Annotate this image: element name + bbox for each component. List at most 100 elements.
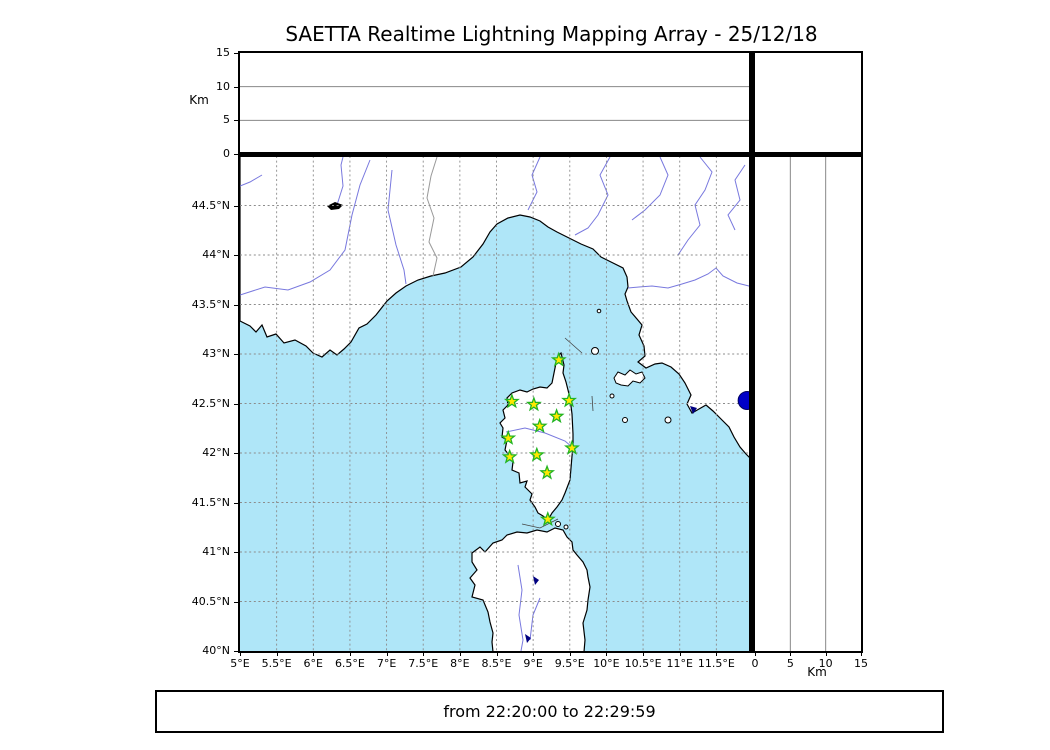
rivers xyxy=(240,156,753,651)
axis-tick xyxy=(606,653,608,656)
altitude-tick-label-bottom: 0 xyxy=(751,657,759,670)
station-marker xyxy=(503,393,520,409)
altitude-axis-label-right: Km xyxy=(807,665,827,679)
altitude-latitude-panel xyxy=(753,154,863,653)
island-elba xyxy=(613,369,646,387)
lat-tick-label: 44.5°N xyxy=(191,198,230,212)
axis-tick xyxy=(234,120,238,122)
geographic-map xyxy=(240,156,753,651)
axis-tick xyxy=(386,653,388,656)
altitude-tick-label-bottom: 15 xyxy=(854,657,868,670)
contour-marks xyxy=(521,337,594,529)
station-marker xyxy=(539,464,556,480)
island-maddalena xyxy=(555,521,561,527)
axis-tick xyxy=(234,53,238,54)
lat-tick-label: 44°N xyxy=(202,248,230,261)
axis-tick xyxy=(825,653,827,656)
station-marker xyxy=(501,448,518,464)
axis-tick xyxy=(234,304,238,306)
axis-tick xyxy=(716,653,718,656)
time-range-text: from 22:20:00 to 22:29:59 xyxy=(443,702,656,721)
altitude-axis-label-left: Km xyxy=(189,93,209,107)
coastline-sardinia xyxy=(469,527,591,651)
lat-tick-label: 40.5°N xyxy=(191,594,230,608)
lat-tick-label: 41.5°N xyxy=(191,495,230,509)
island-montecristo xyxy=(622,417,628,423)
axis-tick xyxy=(679,653,681,656)
lon-tick-label: 9°E xyxy=(523,657,543,670)
time-range-bar: from 22:20:00 to 22:29:59 xyxy=(155,690,944,733)
lon-tick-label: 8°E xyxy=(450,657,470,670)
axis-tick xyxy=(234,403,238,405)
axis-tick xyxy=(234,552,238,553)
thick-divider-vertical xyxy=(749,51,754,653)
island-giglio xyxy=(664,416,672,424)
altitude-tick-label-left: 5 xyxy=(223,113,230,127)
lat-tick-label: 40°N xyxy=(202,644,230,657)
lon-tick-label: 5°E xyxy=(230,657,250,670)
lat-tick-label: 43.5°N xyxy=(191,297,230,311)
axis-tick xyxy=(234,601,238,603)
station-marker xyxy=(564,439,580,455)
station-marker xyxy=(525,396,542,412)
station-marker xyxy=(500,429,517,445)
island-capraia xyxy=(591,347,599,355)
axis-tick xyxy=(496,653,498,656)
axis-tick xyxy=(240,653,241,656)
axis-tick xyxy=(234,86,238,88)
altitude-longitude-panel xyxy=(238,51,755,156)
thick-divider-horizontal xyxy=(238,152,863,157)
coastline-mainland xyxy=(240,156,753,462)
station-marker xyxy=(548,407,565,424)
axis-tick xyxy=(234,205,238,207)
axis-tick xyxy=(423,653,425,656)
lake-black xyxy=(327,202,343,210)
lon-tick-label: 11°E xyxy=(666,657,693,670)
axis-tick xyxy=(234,651,238,652)
axis-tick xyxy=(234,502,238,504)
altitude-tick-label-bottom: 10 xyxy=(818,657,833,670)
station-marker xyxy=(539,510,556,527)
station-marker xyxy=(550,351,567,367)
axis-tick xyxy=(755,653,756,656)
axis-tick xyxy=(861,653,862,656)
altitude-tick-label-left: 10 xyxy=(216,79,230,93)
altitude-tick-label-bottom: 5 xyxy=(786,657,794,670)
lon-tick-label: 7.5°E xyxy=(408,657,439,670)
axis-tick xyxy=(234,354,238,355)
axis-tick xyxy=(643,653,645,656)
lon-tick-label: 8.5°E xyxy=(481,657,512,670)
station-marker xyxy=(561,392,578,408)
axis-tick xyxy=(459,653,461,656)
axis-tick xyxy=(234,453,238,454)
lat-tick-label: 43°N xyxy=(202,347,230,360)
lon-tick-label: 11.5°E xyxy=(697,657,735,670)
lon-tick-label: 5.5°E xyxy=(261,657,292,670)
axis-tick xyxy=(276,653,278,656)
lon-tick-label: 6°E xyxy=(303,657,323,670)
axis-tick xyxy=(349,653,351,656)
station-marker xyxy=(528,446,545,462)
axis-tick xyxy=(533,653,535,656)
lon-tick-label: 10°E xyxy=(593,657,620,670)
corner-panel xyxy=(753,51,863,156)
lat-tick-label: 42°N xyxy=(202,446,230,459)
axis-tick xyxy=(234,255,238,256)
island-gorgona xyxy=(596,308,602,314)
altitude-longitude-plot xyxy=(240,86,753,121)
figure-title: SAETTA Realtime Lightning Mapping Array … xyxy=(285,22,818,46)
lat-tick-label: 41°N xyxy=(202,545,230,558)
lon-tick-label: 7°E xyxy=(376,657,397,670)
axis-tick xyxy=(790,653,792,656)
island-maddalena-2 xyxy=(563,524,569,530)
lon-tick-label: 9.5°E xyxy=(554,657,585,670)
station-marker xyxy=(531,417,548,434)
altitude-tick-label-left: 15 xyxy=(216,46,230,59)
country-border xyxy=(426,156,438,277)
axis-tick xyxy=(569,653,571,656)
lon-tick-label: 6.5°E xyxy=(334,657,365,670)
altitude-latitude-plot xyxy=(789,156,827,651)
lat-tick-label: 42.5°N xyxy=(191,396,230,410)
altitude-tick-label-left: 0 xyxy=(223,147,230,160)
